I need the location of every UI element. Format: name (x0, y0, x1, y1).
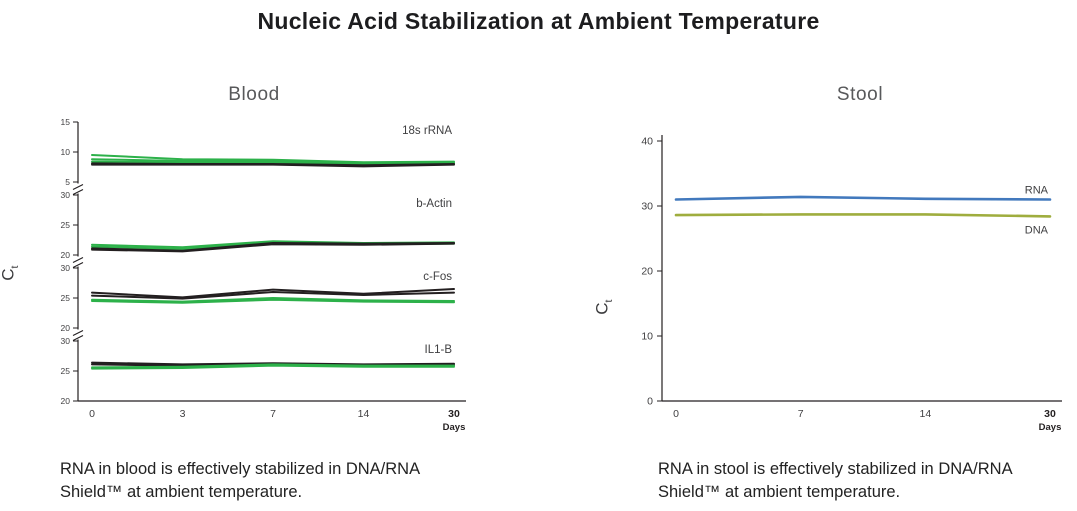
svg-text:Days: Days (443, 422, 466, 433)
svg-text:20: 20 (61, 396, 71, 406)
svg-text:IL1-B: IL1-B (425, 344, 453, 356)
svg-text:30: 30 (61, 190, 71, 200)
svg-text:25: 25 (61, 220, 71, 230)
svg-text:0: 0 (647, 396, 653, 408)
svg-text:15: 15 (61, 117, 71, 127)
svg-text:30: 30 (1044, 408, 1056, 420)
svg-text:25: 25 (61, 293, 71, 303)
svg-text:20: 20 (61, 323, 71, 333)
svg-text:30: 30 (61, 263, 71, 273)
svg-text:20: 20 (641, 266, 653, 278)
stool-caption: RNA in stool is effectively stabilized i… (658, 460, 1013, 502)
svg-text:18s rRNA: 18s rRNA (402, 125, 452, 137)
svg-text:7: 7 (798, 408, 804, 420)
svg-text:3: 3 (180, 408, 186, 420)
stool-figure: Stool Ct 40 30 20 10 0 RNA DNA 0 7 14 30 Days RNA i… (592, 84, 1077, 508)
svg-text:0: 0 (673, 408, 679, 420)
svg-text:30: 30 (448, 408, 460, 420)
svg-text:30: 30 (641, 201, 653, 213)
svg-text:10: 10 (641, 331, 653, 343)
svg-text:14: 14 (358, 408, 370, 420)
svg-text:25: 25 (61, 366, 71, 376)
svg-text:Days: Days (1039, 422, 1062, 433)
svg-text:7: 7 (270, 408, 276, 420)
blood-figure: Blood Ct 15 10 5 18s rRNA 30 25 20 b-Actin 30 25 2… (0, 84, 504, 508)
stool-line-chart: 40 30 20 10 0 RNA DNA 0 7 14 30 Days (641, 135, 1062, 433)
page-title: Nucleic Acid Stabilization at Ambient Te… (257, 8, 820, 34)
svg-text:20: 20 (61, 250, 71, 260)
stool-chart-title: Stool (836, 84, 884, 105)
svg-text:5: 5 (65, 177, 70, 187)
blood-chart-title: Blood (228, 84, 280, 105)
svg-text:30: 30 (61, 336, 71, 346)
svg-text:0: 0 (89, 408, 95, 420)
svg-text:RNA: RNA (1025, 185, 1049, 197)
svg-text:40: 40 (641, 136, 653, 148)
blood-caption: RNA in blood is effectively stabilized i… (60, 460, 421, 502)
svg-text:14: 14 (919, 408, 931, 420)
svg-text:DNA: DNA (1025, 224, 1049, 236)
svg-text:c-Fos: c-Fos (423, 271, 452, 283)
svg-text:10: 10 (61, 147, 71, 157)
svg-text:b-Actin: b-Actin (416, 198, 452, 210)
